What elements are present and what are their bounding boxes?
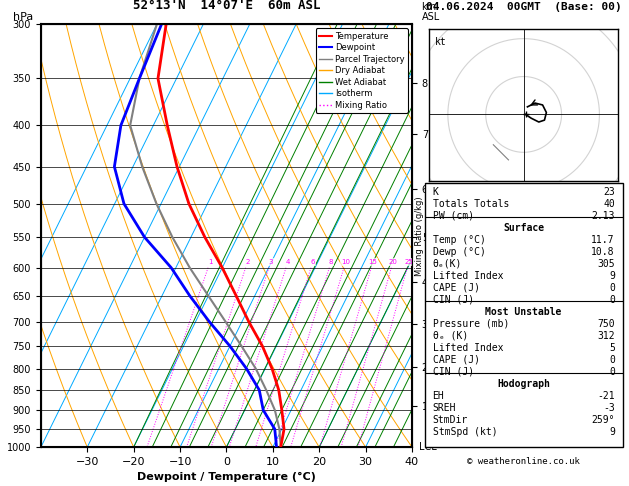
Text: Temp (°C): Temp (°C) — [433, 235, 486, 245]
Text: 305: 305 — [597, 259, 615, 269]
Text: θₑ (K): θₑ (K) — [433, 331, 468, 341]
Text: CIN (J): CIN (J) — [433, 367, 474, 377]
Text: 1: 1 — [208, 259, 213, 265]
Text: 10.8: 10.8 — [591, 247, 615, 257]
Text: Hodograph: Hodograph — [497, 379, 550, 389]
Text: 20: 20 — [389, 259, 398, 265]
Legend: Temperature, Dewpoint, Parcel Trajectory, Dry Adiabat, Wet Adiabat, Isotherm, Mi: Temperature, Dewpoint, Parcel Trajectory… — [316, 29, 408, 113]
Text: 5: 5 — [609, 343, 615, 353]
Text: 52°13'N  14°07'E  60m ASL: 52°13'N 14°07'E 60m ASL — [133, 0, 320, 12]
Text: Pressure (mb): Pressure (mb) — [433, 319, 509, 329]
Y-axis label: km
ASL: km ASL — [430, 214, 448, 236]
Text: Totals Totals: Totals Totals — [433, 199, 509, 209]
Text: Surface: Surface — [503, 223, 544, 233]
Text: Mixing Ratio (g/kg): Mixing Ratio (g/kg) — [415, 196, 424, 276]
Text: 6: 6 — [311, 259, 315, 265]
Text: 2.13: 2.13 — [591, 211, 615, 221]
Text: 2: 2 — [245, 259, 250, 265]
Text: LCL: LCL — [420, 442, 437, 452]
Text: θₑ(K): θₑ(K) — [433, 259, 462, 269]
Text: 750: 750 — [597, 319, 615, 329]
Text: Most Unstable: Most Unstable — [486, 307, 562, 317]
Text: Lifted Index: Lifted Index — [433, 343, 503, 353]
Text: 0: 0 — [609, 295, 615, 305]
Text: kt: kt — [435, 37, 447, 47]
Text: 9: 9 — [609, 427, 615, 437]
Text: 0: 0 — [609, 355, 615, 364]
Text: Dewp (°C): Dewp (°C) — [433, 247, 486, 257]
Text: © weatheronline.co.uk: © weatheronline.co.uk — [467, 457, 580, 466]
Text: 10: 10 — [341, 259, 350, 265]
Text: 15: 15 — [369, 259, 377, 265]
Text: CAPE (J): CAPE (J) — [433, 355, 479, 364]
Text: StmDir: StmDir — [433, 415, 468, 425]
Text: K: K — [433, 187, 438, 197]
Text: 11.7: 11.7 — [591, 235, 615, 245]
FancyBboxPatch shape — [425, 183, 623, 447]
Text: 8: 8 — [329, 259, 333, 265]
Text: CAPE (J): CAPE (J) — [433, 283, 479, 293]
Text: 0: 0 — [609, 367, 615, 377]
Text: 40: 40 — [603, 199, 615, 209]
Text: hPa: hPa — [13, 12, 33, 22]
Text: StmSpd (kt): StmSpd (kt) — [433, 427, 497, 437]
Text: 0: 0 — [609, 283, 615, 293]
Text: 312: 312 — [597, 331, 615, 341]
X-axis label: Dewpoint / Temperature (°C): Dewpoint / Temperature (°C) — [137, 472, 316, 483]
Text: EH: EH — [433, 391, 444, 401]
Text: CIN (J): CIN (J) — [433, 295, 474, 305]
Text: 04.06.2024  00GMT  (Base: 00): 04.06.2024 00GMT (Base: 00) — [426, 2, 621, 12]
Text: 9: 9 — [609, 271, 615, 281]
Text: SREH: SREH — [433, 403, 456, 413]
Text: km
ASL: km ASL — [421, 2, 440, 22]
Text: 4: 4 — [286, 259, 290, 265]
Text: Lifted Index: Lifted Index — [433, 271, 503, 281]
Text: 23: 23 — [603, 187, 615, 197]
Text: 259°: 259° — [591, 415, 615, 425]
Text: -21: -21 — [597, 391, 615, 401]
Text: -3: -3 — [603, 403, 615, 413]
Text: 3: 3 — [269, 259, 273, 265]
Text: PW (cm): PW (cm) — [433, 211, 474, 221]
Text: 25: 25 — [404, 259, 413, 265]
